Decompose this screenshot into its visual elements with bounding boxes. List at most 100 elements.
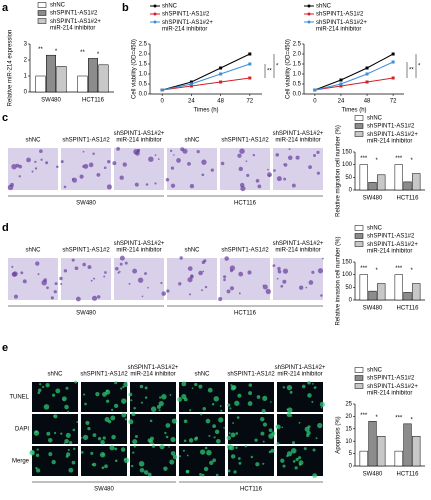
cell [93, 277, 96, 280]
significance: *** [360, 413, 368, 419]
bar [412, 173, 421, 191]
cell [80, 451, 84, 454]
cell [317, 422, 323, 429]
cell [280, 458, 285, 463]
cell [236, 416, 240, 419]
cell [170, 166, 175, 170]
cell [170, 183, 176, 188]
group-label: HCT116 [234, 311, 257, 317]
cell [64, 404, 69, 410]
micrograph [277, 414, 323, 444]
cell [198, 270, 203, 276]
group-label: HCT116 [240, 487, 263, 493]
cell [182, 449, 185, 452]
x-tick-label: HCT116 [397, 196, 420, 202]
cell [63, 269, 68, 273]
cell [161, 291, 167, 296]
cell [80, 436, 83, 439]
cell [213, 436, 216, 439]
cell [185, 469, 190, 474]
legend-swatch [354, 233, 364, 239]
cell [36, 448, 39, 451]
significance: ** [267, 69, 272, 75]
cell [72, 177, 78, 183]
panel-label: e [2, 342, 8, 354]
cell [165, 423, 171, 428]
cell [212, 458, 217, 463]
cell [145, 183, 149, 186]
cell [164, 431, 167, 435]
cell [50, 296, 54, 300]
cell [12, 271, 18, 277]
cell [262, 440, 265, 443]
cell [238, 292, 241, 295]
cell [11, 163, 17, 170]
y-axis-title: Apoptosis (%) [336, 416, 342, 453]
bar [368, 421, 377, 467]
cell [154, 154, 157, 156]
y-tick-label: 3 [24, 42, 28, 48]
cell [43, 278, 48, 283]
cell [107, 419, 112, 424]
legend-swatch [354, 367, 364, 373]
cell [307, 393, 312, 398]
cell [235, 432, 239, 435]
cell [308, 165, 312, 170]
cell [60, 283, 63, 286]
cell [286, 451, 293, 457]
bar [403, 181, 412, 191]
cell [137, 277, 144, 283]
cell [131, 412, 136, 417]
cell [320, 294, 323, 297]
legend-label: shSPINT1-AS1#2 [50, 11, 98, 17]
cell [139, 467, 145, 473]
legend-label: shSPINT1-AS1#2 [367, 124, 415, 130]
cell [252, 153, 256, 157]
legend-label: shSPINT1-AS1#2+ miR-214 inhibitor [367, 242, 418, 255]
image-caption: shNC [25, 138, 41, 144]
y-tick-label: 0 [349, 298, 353, 304]
cell [90, 279, 93, 282]
cell [20, 271, 24, 275]
cell [159, 444, 165, 450]
cell [203, 466, 209, 472]
legend-label: shSPINT1-AS1#2+ miR-214 inhibitor [162, 20, 213, 33]
x-axis-title: Times (h) [193, 108, 218, 114]
cell [87, 265, 92, 270]
bar [403, 292, 412, 301]
cell [257, 184, 262, 189]
cell [188, 438, 194, 443]
cell [224, 256, 229, 261]
micrograph [179, 414, 225, 444]
y-tick-label: 0.5 [139, 82, 148, 88]
legend-marker [307, 20, 311, 24]
y-tick-label: 0 [349, 464, 353, 470]
cell [87, 427, 91, 431]
cell [219, 405, 222, 407]
cell [270, 448, 275, 453]
cell [91, 463, 94, 466]
image-caption: shSPINT1-AS1#2+ miR-214 inhibitor [273, 241, 324, 254]
cell [85, 420, 90, 425]
y-axis-title: Relative migration cell number (%) [336, 125, 342, 217]
cell [200, 413, 203, 416]
image-caption: shSPINT1-AS1#2+ miR-214 inhibitor [114, 131, 165, 144]
y-tick-label: 1.5 [293, 62, 302, 68]
cell [202, 270, 205, 273]
cell [239, 148, 245, 154]
point [189, 80, 193, 84]
cell [254, 438, 258, 442]
cell [272, 264, 276, 268]
cell [130, 464, 134, 468]
y-axis-title: Relative miR-214 expression [8, 30, 14, 107]
legend-swatch [354, 225, 364, 231]
image-caption: shSPINT1-AS1#2+ miR-214 inhibitor [128, 365, 179, 378]
cell [238, 271, 244, 277]
cell [36, 468, 41, 473]
cell [65, 386, 69, 390]
cell [316, 150, 320, 155]
y-tick-label: 20 [345, 414, 352, 420]
cell [295, 155, 300, 160]
significance: *** [360, 156, 368, 162]
cell [151, 444, 155, 448]
